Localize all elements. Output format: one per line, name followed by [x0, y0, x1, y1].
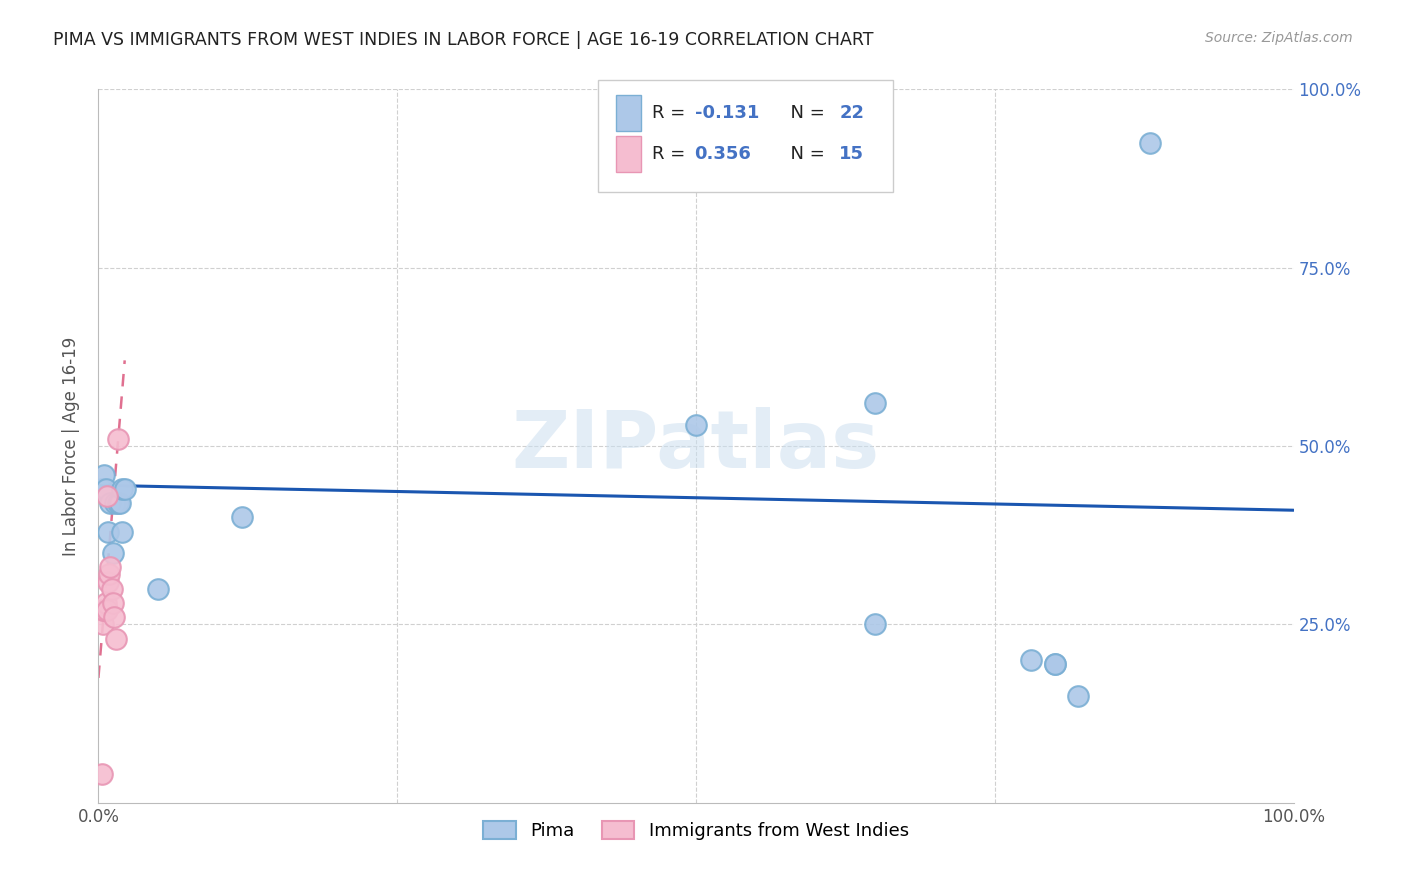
Point — [97, 524, 120, 539]
Point — [103, 610, 125, 624]
Text: ZIPatlas: ZIPatlas — [512, 407, 880, 485]
Point — [1139, 136, 1161, 150]
Point — [105, 632, 128, 646]
Point — [101, 546, 124, 560]
Point — [1043, 657, 1066, 671]
Y-axis label: In Labor Force | Age 16-19: In Labor Force | Age 16-19 — [62, 336, 80, 556]
Point — [148, 582, 170, 596]
Point — [98, 567, 121, 582]
Text: -0.131: -0.131 — [695, 104, 759, 122]
Text: 0.356: 0.356 — [695, 145, 751, 163]
Text: N =: N = — [779, 104, 831, 122]
Point — [96, 603, 118, 617]
Point — [94, 482, 117, 496]
Point — [93, 603, 115, 617]
Point — [865, 396, 887, 410]
Point — [97, 574, 120, 589]
Point — [1043, 657, 1066, 671]
Point — [94, 596, 117, 610]
Text: N =: N = — [779, 145, 831, 163]
Point — [98, 496, 122, 510]
Point — [96, 489, 118, 503]
Point — [91, 482, 114, 496]
Point — [111, 482, 134, 496]
Legend: Pima, Immigrants from West Indies: Pima, Immigrants from West Indies — [477, 814, 915, 847]
Point — [108, 496, 131, 510]
Point — [91, 767, 114, 781]
Point — [1067, 689, 1090, 703]
Point — [91, 603, 114, 617]
Point — [100, 582, 122, 596]
Point — [93, 467, 115, 482]
Point — [107, 496, 129, 510]
Point — [91, 617, 114, 632]
Point — [114, 482, 136, 496]
Text: PIMA VS IMMIGRANTS FROM WEST INDIES IN LABOR FORCE | AGE 16-19 CORRELATION CHART: PIMA VS IMMIGRANTS FROM WEST INDIES IN L… — [53, 31, 875, 49]
Point — [98, 560, 122, 574]
Point — [107, 432, 129, 446]
Point — [1019, 653, 1042, 667]
Point — [231, 510, 253, 524]
Point — [865, 617, 887, 632]
Text: Source: ZipAtlas.com: Source: ZipAtlas.com — [1205, 31, 1353, 45]
Text: R =: R = — [652, 104, 692, 122]
Point — [104, 496, 127, 510]
Text: 15: 15 — [839, 145, 865, 163]
Point — [101, 596, 124, 610]
Text: R =: R = — [652, 145, 692, 163]
Text: 22: 22 — [839, 104, 865, 122]
Point — [111, 524, 134, 539]
Point — [685, 417, 707, 432]
